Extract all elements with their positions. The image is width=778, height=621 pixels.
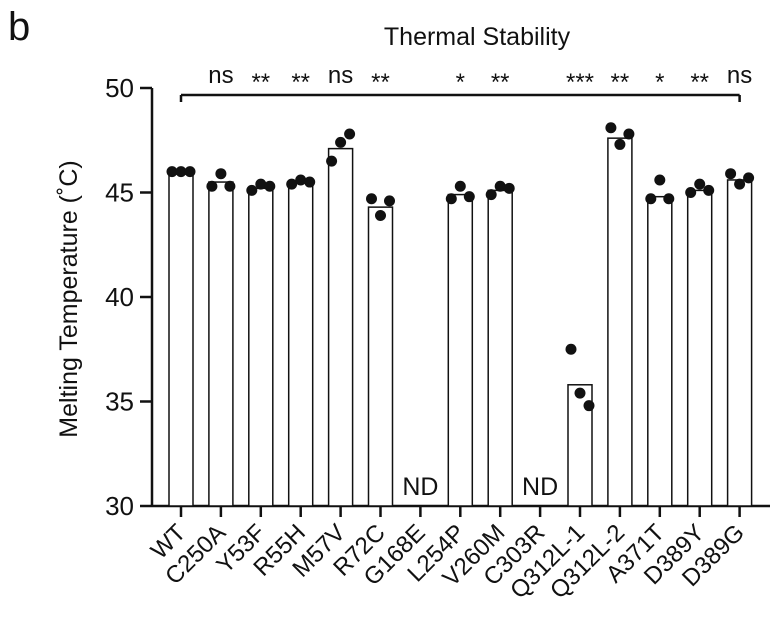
data-point bbox=[175, 166, 187, 178]
bar bbox=[168, 170, 194, 507]
significance-label: *** bbox=[566, 69, 594, 96]
bar bbox=[327, 147, 354, 507]
data-point bbox=[344, 128, 356, 140]
panel-letter: b bbox=[8, 5, 30, 49]
significance-label: ** bbox=[690, 69, 709, 96]
data-point bbox=[663, 193, 675, 205]
significance-group: ns ** ** ns ** * ** *** ** * ** ns bbox=[179, 62, 752, 102]
significance-label: ** bbox=[491, 69, 510, 96]
data-point bbox=[304, 176, 316, 188]
bar bbox=[607, 137, 633, 507]
chart-title: Thermal Stability bbox=[384, 23, 571, 51]
data-point bbox=[685, 187, 697, 198]
data-point bbox=[703, 184, 715, 196]
data-point bbox=[734, 178, 746, 190]
bar bbox=[447, 193, 474, 507]
y-tick-label: 50 bbox=[105, 73, 134, 103]
significance-label: ns bbox=[208, 62, 233, 89]
data-point bbox=[215, 168, 227, 180]
x-axis: WTC250AY53FR55HM57VR72CG168EL254PV260MC3… bbox=[146, 504, 770, 604]
annotations-group: ND ND bbox=[402, 473, 558, 501]
bar bbox=[487, 189, 513, 507]
data-point bbox=[375, 209, 386, 221]
data-point bbox=[623, 128, 635, 140]
y-tick-label: 30 bbox=[105, 491, 134, 521]
data-point bbox=[605, 122, 617, 134]
data-point bbox=[743, 172, 755, 184]
bar bbox=[647, 195, 673, 507]
data-point bbox=[224, 180, 236, 192]
bar bbox=[726, 179, 753, 507]
data-point bbox=[246, 184, 258, 196]
significance-label: ** bbox=[371, 69, 390, 96]
data-point bbox=[463, 191, 475, 203]
data-point bbox=[494, 180, 506, 192]
data-point bbox=[503, 182, 515, 194]
y-axis-label: Melting Temperature (˚C) bbox=[55, 160, 83, 437]
data-point bbox=[295, 174, 307, 186]
data-point bbox=[645, 193, 657, 205]
points-group bbox=[166, 122, 755, 412]
data-point bbox=[286, 178, 298, 190]
bar bbox=[367, 206, 394, 507]
data-point bbox=[725, 168, 737, 180]
significance-label: ns bbox=[328, 62, 353, 89]
significance-label: ns bbox=[727, 62, 752, 89]
significance-label: ** bbox=[291, 69, 310, 96]
data-point bbox=[445, 193, 457, 205]
y-tick-label: 35 bbox=[105, 387, 134, 417]
data-point bbox=[335, 136, 347, 148]
data-point bbox=[206, 180, 218, 192]
data-point bbox=[264, 180, 276, 192]
nd-label: ND bbox=[522, 473, 558, 501]
bar bbox=[287, 181, 314, 507]
data-point bbox=[454, 180, 466, 192]
data-point bbox=[184, 166, 196, 178]
nd-label: ND bbox=[402, 473, 438, 501]
significance-label: ** bbox=[611, 69, 630, 96]
bar bbox=[208, 181, 234, 507]
data-point bbox=[166, 166, 178, 178]
data-point bbox=[583, 400, 595, 412]
data-point bbox=[255, 178, 267, 190]
data-point bbox=[654, 174, 666, 186]
data-point bbox=[485, 189, 497, 201]
data-point bbox=[384, 195, 395, 207]
significance-label: ** bbox=[251, 69, 270, 96]
y-tick-label: 45 bbox=[105, 178, 134, 208]
significance-label: * bbox=[655, 69, 664, 96]
significance-label: * bbox=[456, 69, 465, 96]
bar bbox=[248, 187, 274, 507]
y-tick-label: 40 bbox=[105, 282, 134, 312]
bar bbox=[686, 189, 713, 507]
data-point bbox=[574, 387, 586, 399]
bars-group bbox=[168, 137, 753, 507]
data-point bbox=[694, 178, 706, 190]
data-point bbox=[614, 138, 626, 150]
data-point bbox=[366, 193, 377, 205]
data-point bbox=[565, 343, 577, 355]
data-point bbox=[326, 155, 338, 167]
y-axis: 30 35 40 45 50 bbox=[105, 73, 154, 521]
